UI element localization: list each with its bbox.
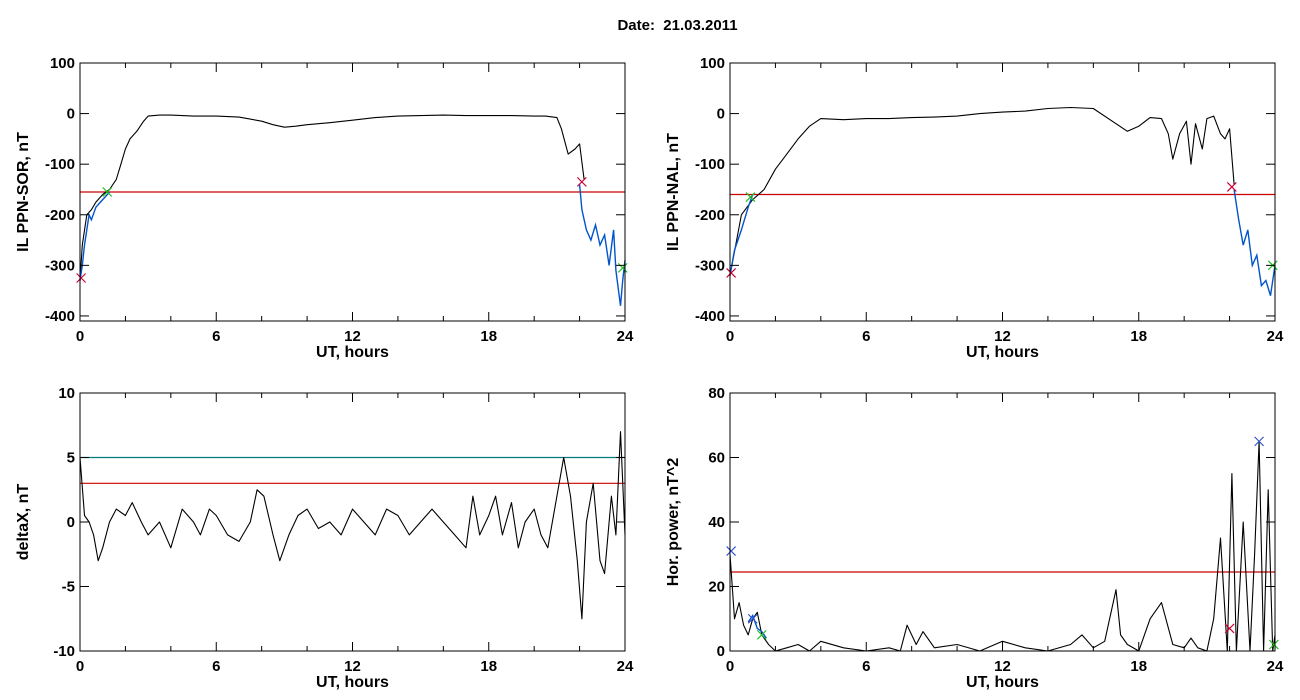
marker-point — [1268, 639, 1279, 650]
marker-point — [726, 268, 737, 278]
plot-frame — [729, 392, 1276, 652]
x-axis-label: UT, hours — [316, 344, 389, 361]
y-tick-label: -200 — [45, 207, 75, 224]
series-line — [79, 431, 626, 620]
x-tick-label: 24 — [617, 658, 634, 675]
x-tick-label: 18 — [480, 658, 497, 675]
marker-point — [76, 273, 87, 283]
marker-point — [745, 192, 756, 202]
x-tick-label: 6 — [212, 658, 220, 675]
x-tick-label: 0 — [76, 658, 84, 675]
highlight-segment — [1233, 189, 1276, 296]
x-tick-label: 18 — [480, 328, 497, 345]
marker-point — [576, 176, 587, 187]
highlight-segment — [79, 191, 111, 281]
x-tick-label: 0 — [76, 328, 84, 345]
x-axis-label: UT, hours — [316, 674, 389, 691]
x-axis-label: UT, hours — [966, 674, 1039, 691]
y-tick-label: 100 — [700, 55, 725, 72]
marker-point — [1254, 436, 1265, 447]
plot-frame — [79, 392, 626, 652]
marker-point — [1224, 623, 1235, 634]
series-line — [729, 106, 1235, 276]
marker-point — [726, 546, 737, 556]
y-tick-label: 10 — [58, 385, 75, 402]
marker-point — [756, 629, 767, 640]
x-tick-label: 12 — [344, 328, 361, 345]
chart-panel-ppn-sor: 0 6 12 18 24 100 0 -100 -200 -300 -400 UT, hours IL … — [15, 55, 634, 361]
y-tick-label: -300 — [45, 257, 75, 274]
y-tick-label: -400 — [695, 308, 725, 325]
x-tick-label: 6 — [212, 328, 220, 345]
y-tick-label: 40 — [708, 514, 725, 531]
y-tick-label: 0 — [717, 643, 725, 660]
series-line — [729, 440, 1276, 652]
y-axis-label: Hor. power, nT^2 — [665, 458, 682, 587]
series-line — [79, 114, 585, 281]
x-tick-label: 24 — [1267, 328, 1284, 345]
marker-point — [1226, 182, 1237, 192]
y-tick-label: 80 — [708, 385, 725, 402]
marker-point — [617, 262, 628, 273]
chart-panel-deltax: 0 6 12 18 24 10 5 0 -5 -10 UT, hours deltaX, nT — [15, 385, 634, 691]
y-tick-label: 0 — [67, 514, 75, 531]
x-tick-label: 0 — [726, 328, 734, 345]
x-tick-label: 24 — [1267, 658, 1284, 675]
highlight-segment — [729, 194, 754, 276]
y-tick-label: 100 — [50, 55, 75, 72]
y-tick-label: -100 — [695, 156, 725, 173]
highlight-segment — [578, 184, 626, 306]
y-tick-label: -300 — [695, 257, 725, 274]
x-tick-label: 0 — [726, 658, 734, 675]
x-tick-label: 12 — [994, 658, 1011, 675]
y-axis-label: deltaX, nT — [15, 484, 32, 561]
y-tick-label: -200 — [695, 207, 725, 224]
x-tick-label: 6 — [862, 658, 870, 675]
marker-point — [747, 613, 758, 624]
y-axis-label: IL PPN-SOR, nT — [15, 132, 32, 252]
x-axis-label: UT, hours — [966, 344, 1039, 361]
y-tick-label: -10 — [53, 643, 75, 660]
y-tick-label: -400 — [45, 308, 75, 325]
y-tick-label: 0 — [67, 106, 75, 123]
y-tick-label: 60 — [708, 450, 725, 467]
x-tick-label: 24 — [617, 328, 634, 345]
plot-frame — [729, 62, 1276, 322]
x-tick-label: 12 — [344, 658, 361, 675]
x-tick-label: 18 — [1130, 328, 1147, 345]
chart-panel-ppn-nal: 0 6 12 18 24 100 0 -100 -200 -300 -400 UT, hours IL … — [665, 55, 1284, 361]
y-axis-label: IL PPN-NAL, nT — [665, 133, 682, 251]
marker-point — [102, 187, 113, 197]
y-tick-label: 20 — [708, 579, 725, 596]
x-tick-label: 12 — [994, 328, 1011, 345]
y-tick-label: -5 — [62, 579, 75, 596]
y-tick-label: 5 — [67, 450, 75, 467]
y-tick-label: 0 — [717, 106, 725, 123]
page-title: Date: 21.03.2011 — [617, 17, 738, 34]
x-tick-label: 18 — [1130, 658, 1147, 675]
chart-panel-hor-power: 0 6 12 18 24 80 60 40 20 0 UT, hours Hor. power, nT… — [665, 385, 1284, 691]
x-tick-label: 6 — [862, 328, 870, 345]
y-tick-label: -100 — [45, 156, 75, 173]
